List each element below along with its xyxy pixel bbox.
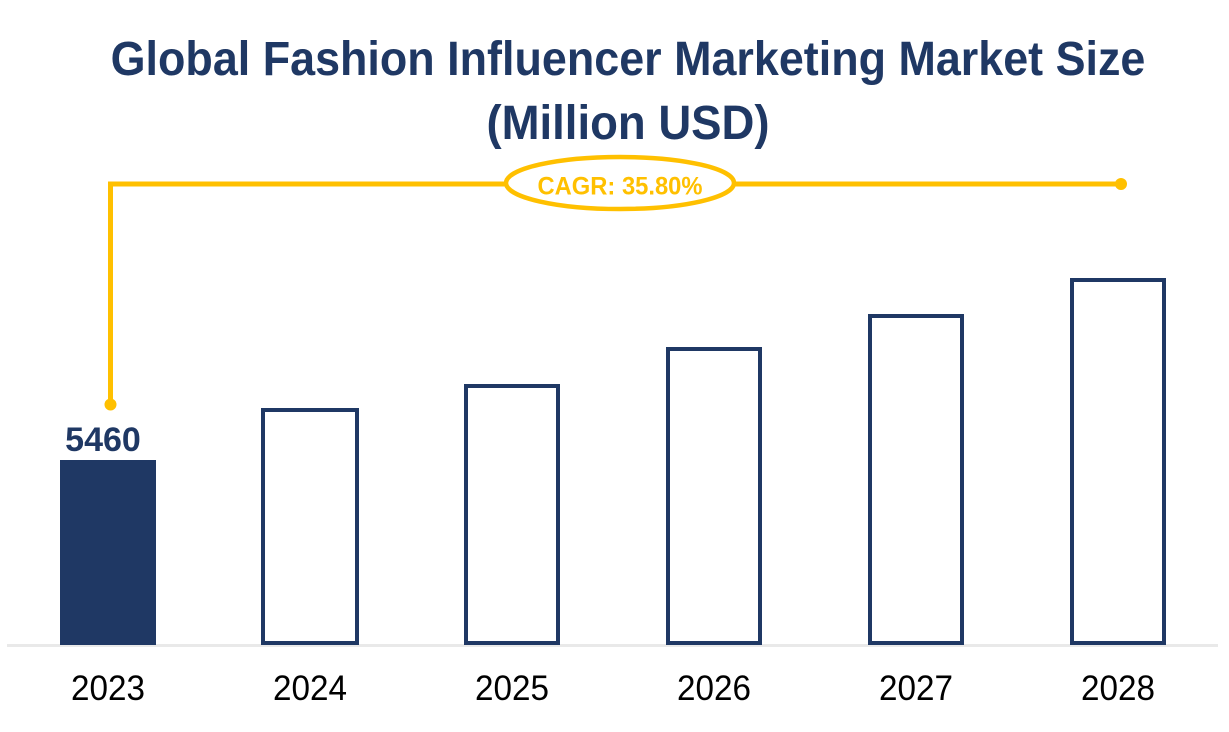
svg-text:CAGR: 35.80%: CAGR: 35.80%	[538, 173, 703, 201]
